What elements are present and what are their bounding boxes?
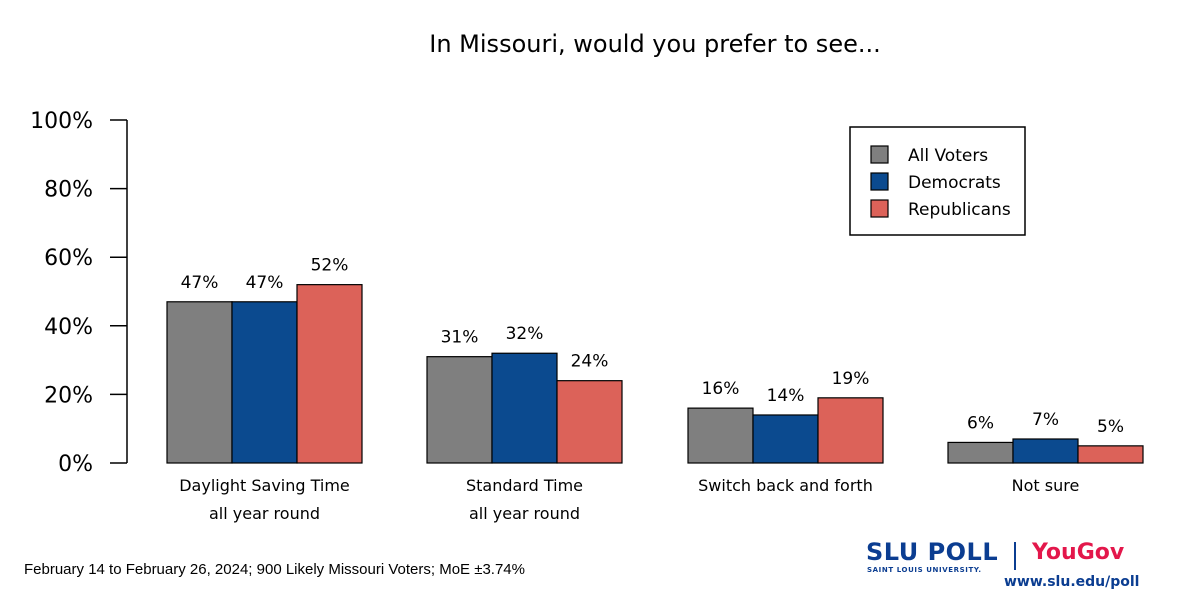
bar [426,356,493,464]
category-labels: Daylight Saving Time all year round Standa… [179,476,1079,523]
y-tick-label: 40% [44,315,93,340]
category-label: Switch back and forth [698,476,873,495]
bar [947,441,1014,464]
category-label: all year round [209,504,320,523]
bar [1077,445,1144,464]
data-label: 16% [702,379,740,399]
bar [752,414,819,464]
category-label: Daylight Saving Time [179,476,350,495]
brand-divider [1014,542,1016,570]
legend: All Voters Democrats Republicans [849,126,1026,236]
data-label: 19% [832,369,870,389]
bars [166,284,1144,464]
legend-label: Republicans [908,200,1011,220]
data-label: 32% [506,324,544,344]
data-label: 5% [1097,417,1124,437]
data-label: 47% [181,273,219,293]
category-label: Standard Time [466,476,583,495]
slu-poll-logo: SLU POLL [866,538,999,566]
legend-label: Democrats [908,173,1001,193]
bar [296,284,363,464]
y-tick-label: 20% [44,383,93,408]
legend-label: All Voters [908,146,988,166]
y-tick-label: 100% [30,109,93,134]
bar [231,301,298,464]
footer-note: February 14 to February 26, 2024; 900 Li… [24,561,525,578]
data-labels: 47% 31% 16% 6% 47% 32% 14% 7% 52% 24% 19% 5% [181,256,1124,437]
data-label: 14% [767,386,805,406]
bar [1012,438,1079,464]
bar [687,407,754,464]
data-label: 24% [571,352,609,372]
y-tick-label: 80% [44,178,93,203]
data-label: 31% [441,328,479,348]
legend-swatch [870,199,889,218]
brand-logo: SLU POLL SAINT LOUIS UNIVERSITY. YouGov … [866,538,1140,594]
bar [817,397,884,464]
category-label: Not sure [1012,476,1080,495]
bar [491,352,558,464]
data-label: 47% [246,273,284,293]
category-label: all year round [469,504,580,523]
y-tick-label: 60% [44,246,93,271]
legend-swatch [870,172,889,191]
bar [556,380,623,464]
data-label: 52% [311,256,349,276]
data-label: 6% [967,413,994,433]
poll-url: www.slu.edu/poll [1004,574,1140,590]
legend-swatch [870,145,889,164]
data-label: 7% [1032,410,1059,430]
yougov-logo: YouGov [1032,540,1125,565]
y-axis: 0% 20% 40% 60% 80% 100% [30,109,128,477]
y-tick-label: 0% [58,452,93,477]
slu-subtitle: SAINT LOUIS UNIVERSITY. [867,566,982,574]
bar [166,301,233,464]
chart-title: In Missouri, would you prefer to see... [429,30,880,58]
